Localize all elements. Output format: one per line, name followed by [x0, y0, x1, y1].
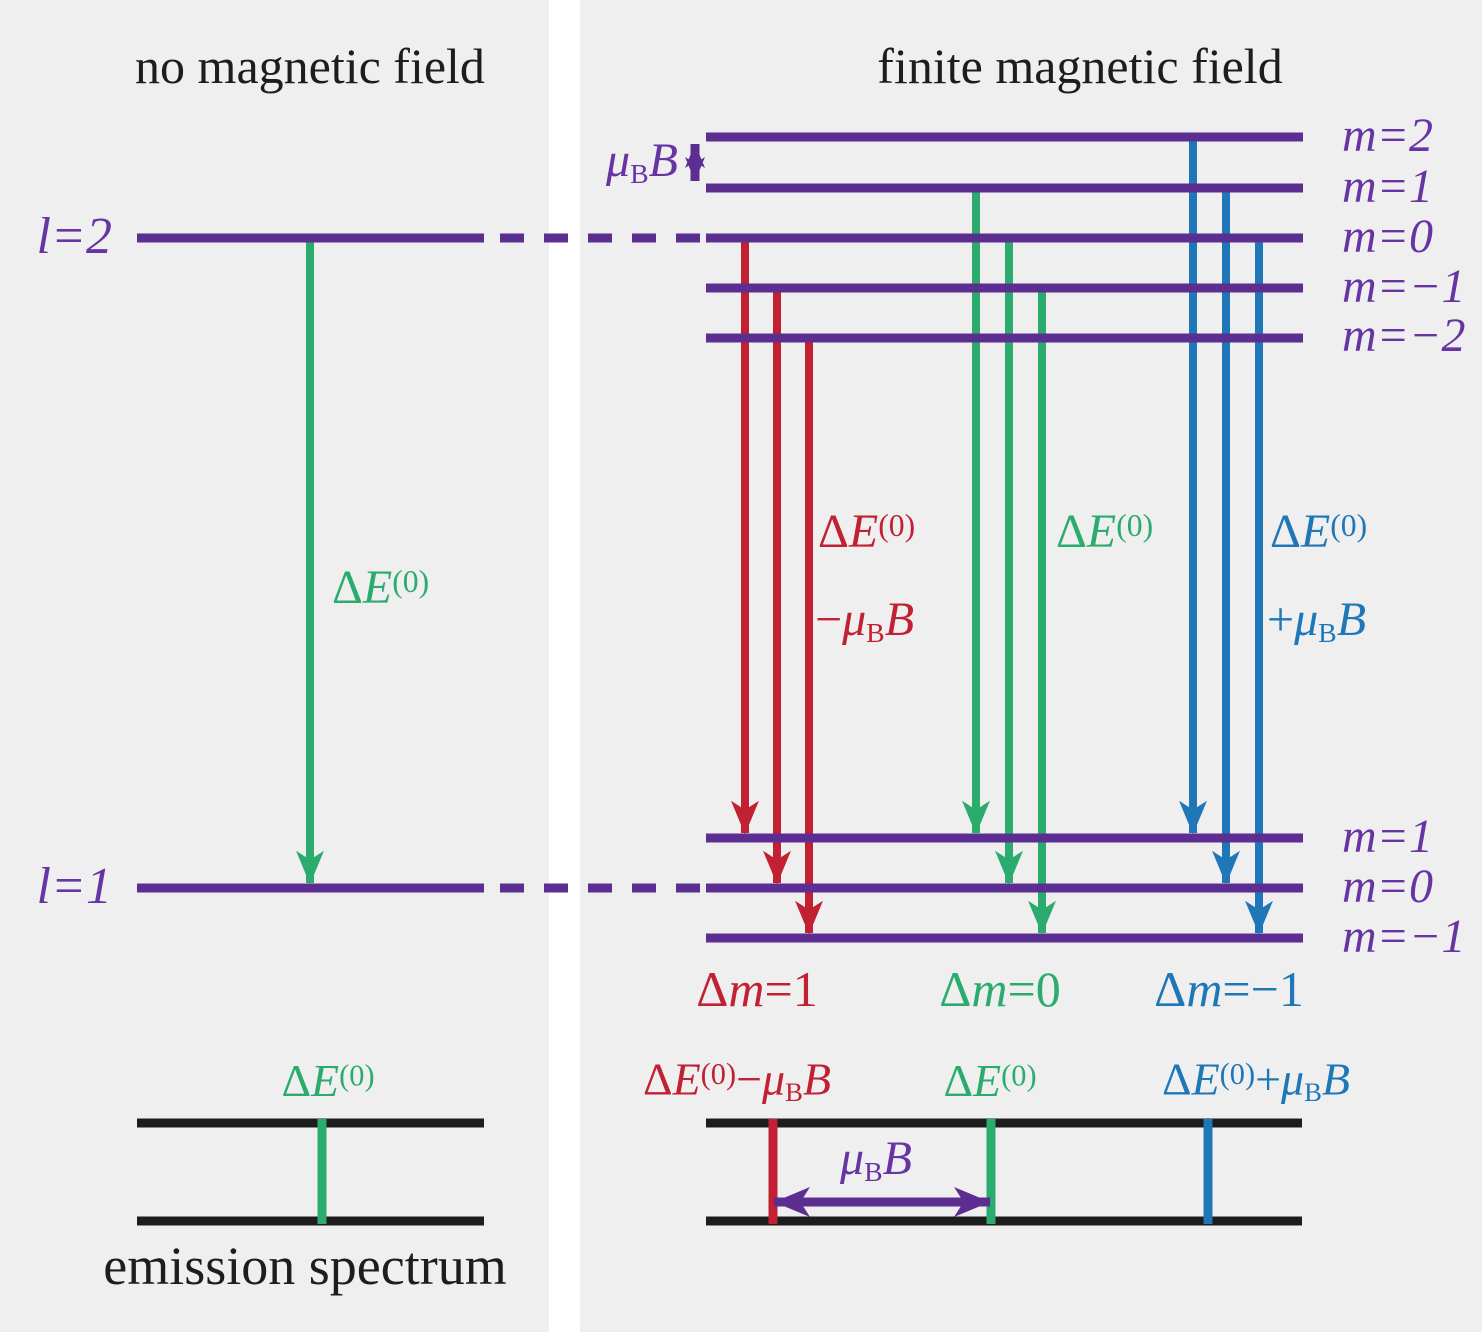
label-red-energy-line1: ΔE(0) — [818, 505, 916, 558]
label-lower-m1: m=1 — [1342, 810, 1434, 863]
label-delta-e-no-field: ΔE(0) — [332, 561, 430, 614]
label-blue-energy-line2: +μBB — [1267, 593, 1367, 649]
label-upper-m0: m=0 — [1342, 210, 1434, 263]
label-upper-m2: m=2 — [1342, 109, 1434, 162]
no-field-panel — [0, 0, 549, 1332]
label-mu-b-bottom: μBB — [840, 1132, 912, 1188]
header-finite-field: finite magnetic field — [877, 38, 1283, 94]
label-lower-mneg1: m=−1 — [1342, 910, 1466, 963]
label-red-energy-line2: −μBB — [815, 593, 915, 649]
label-upper-mneg2: m=−2 — [1342, 309, 1466, 362]
label-l1: l=1 — [36, 858, 112, 915]
label-green-energy: ΔE(0) — [1056, 505, 1154, 558]
label-spectrum-no-field: ΔE(0) — [281, 1055, 375, 1106]
header-no-field: no magnetic field — [135, 38, 485, 94]
caption-emission-spectrum: emission spectrum — [103, 1236, 507, 1296]
finite-field-panel — [580, 0, 1482, 1332]
label-delta-m-blue: Δm=−1 — [1154, 961, 1304, 1017]
label-delta-m-red: Δm=1 — [696, 961, 818, 1017]
label-upper-m1: m=1 — [1342, 160, 1434, 213]
label-spectrum-green: ΔE(0) — [943, 1055, 1037, 1106]
label-blue-energy-line1: ΔE(0) — [1270, 505, 1368, 558]
label-lower-m0: m=0 — [1342, 860, 1434, 913]
label-l2: l=2 — [36, 208, 112, 265]
label-upper-mneg1: m=−1 — [1342, 260, 1466, 313]
label-mu-b-top: μBB — [606, 134, 678, 190]
label-spectrum-red: ΔE(0)−μBB — [642, 1053, 832, 1107]
label-delta-m-green: Δm=0 — [939, 961, 1061, 1017]
label-spectrum-blue: ΔE(0)+μBB — [1161, 1053, 1351, 1107]
